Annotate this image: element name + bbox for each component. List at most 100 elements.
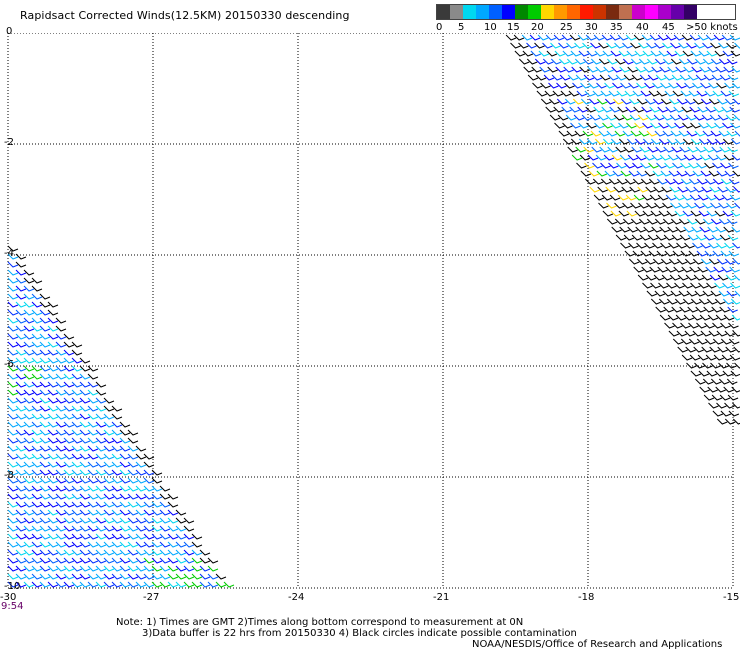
wind-barb [111,565,123,572]
wind-barb [706,370,718,377]
wind-barb [720,90,732,97]
wind-barb [47,381,59,388]
wind-barb [734,362,740,369]
wind-barb [183,565,195,572]
wind-barb [47,349,59,356]
wind-barb [650,50,662,57]
wind-barb [649,194,661,201]
wind-barb [47,405,59,412]
wind-barb [87,565,99,572]
wind-barb [39,429,51,436]
wind-barb [79,357,91,364]
wind-barb [71,461,83,468]
wind-barb [15,413,27,420]
wind-barb [563,66,574,73]
wind-barb [87,541,99,548]
wind-barb [564,98,576,105]
wind-barb [639,146,650,153]
wind-barb [702,42,713,49]
wind-barb [15,381,27,388]
wind-barb [667,66,678,73]
wind-barb [674,210,686,217]
wind-barb [518,58,530,65]
wind-barb [143,533,155,540]
wind-barb [526,42,537,49]
wind-barb [665,194,677,201]
wind-barb [598,58,610,65]
wind-barb [712,322,723,329]
wind-barb [673,266,684,273]
wind-barb [103,453,115,460]
wind-barb [604,170,616,177]
wind-barb [159,517,171,524]
wind-barb [183,541,195,548]
wind-barb [151,517,163,524]
wind-barb [581,114,593,121]
wind-barb [79,541,91,548]
wind-barb [31,517,43,524]
wind-barb [724,98,736,105]
wind-barb [660,242,671,249]
wind-barb [23,429,35,436]
wind-barb [87,517,99,524]
wind-barb [714,282,725,289]
wind-barb [15,293,27,300]
wind-barb [595,66,606,73]
wind-barb [733,346,740,353]
wind-barb [119,461,131,468]
wind-barb [708,242,719,249]
wind-barb [47,301,59,308]
wind-map-plot [0,32,740,593]
wind-barb [603,66,614,73]
wind-barb [23,573,35,580]
wind-barb [23,581,35,588]
wind-barb [103,541,115,548]
wind-barb [683,154,695,161]
wind-barb [708,98,720,105]
wind-barb [665,106,676,113]
wind-barb [95,469,107,476]
wind-barb [151,533,163,540]
wind-barb [103,413,115,420]
wind-barb [606,202,617,209]
wind-barb [614,202,625,209]
wind-barb [127,453,139,460]
wind-barb [674,122,685,129]
wind-barb [39,381,51,388]
wind-barb [63,517,75,524]
wind-barb [7,421,19,428]
wind-barb [678,42,689,49]
wind-barb [103,517,115,524]
wind-barb [39,549,51,556]
wind-barb [111,445,123,452]
wind-barb [159,581,171,588]
wind-barb [151,581,163,588]
wind-barb [714,50,726,57]
wind-barb [696,250,708,257]
legend-swatch [489,5,502,19]
wind-barb [135,565,147,572]
wind-barb [703,234,715,241]
wind-barb [640,90,652,97]
wind-barb [677,274,689,281]
wind-barb [151,549,163,556]
wind-barb [39,301,51,308]
wind-barb [561,106,572,113]
wind-barb [95,485,107,492]
wind-barb [600,90,612,97]
wind-barb [7,461,19,468]
wind-barb [87,493,99,500]
wind-barb [671,74,683,81]
wind-barb [577,34,589,41]
wind-barb [31,277,43,284]
wind-barb [79,517,91,524]
wind-barb [698,282,709,289]
wind-barb [63,357,75,364]
wind-barb [638,202,649,209]
wind-barb [103,397,115,404]
wind-barb [591,74,603,81]
wind-map-svg [7,32,740,589]
wind-barb [638,130,650,137]
wind-barb [699,226,710,233]
wind-barb [15,517,27,524]
